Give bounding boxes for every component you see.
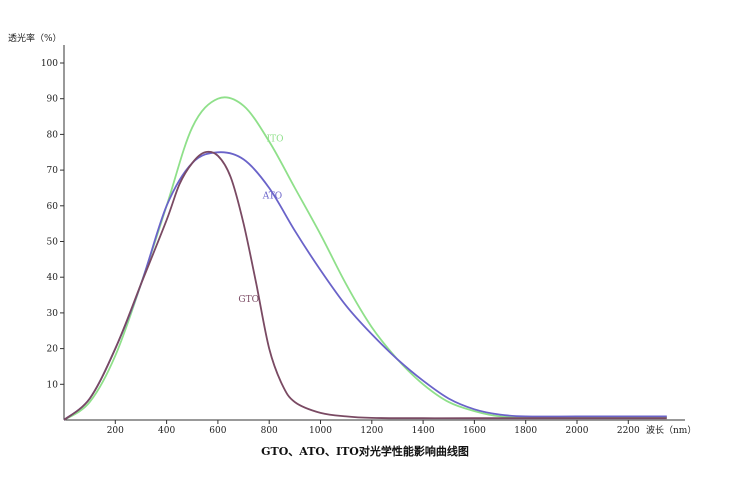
x-tick-label: 1600 <box>463 426 486 436</box>
chart-caption: GTO、ATO、ITO对光学性能影响曲线图 <box>261 444 469 458</box>
y-tick-label: 100 <box>41 59 58 69</box>
x-tick-label: 2000 <box>566 426 589 436</box>
x-tick-label: 600 <box>209 426 226 436</box>
x-tick-label: 1800 <box>514 426 537 436</box>
y-ticks: 10 20 30 40 50 60 70 80 90 100 <box>41 59 64 390</box>
y-axis-title: 透光率（%） <box>8 32 62 44</box>
x-tick-label: 2200 <box>617 426 640 436</box>
y-tick-label: 10 <box>47 380 59 390</box>
x-tick-label: 400 <box>158 426 175 436</box>
x-axis-title: 波长（nm） <box>646 424 696 436</box>
series-label-gto: GTO <box>238 295 259 305</box>
x-ticks: 200 400 600 800 1000 1200 1400 1600 1800 2000 2200 <box>107 420 640 436</box>
y-tick-label: 30 <box>47 309 59 319</box>
y-tick-label: 50 <box>47 238 59 248</box>
x-tick-label: 1200 <box>360 426 383 436</box>
series-label-ito: ITO <box>267 135 284 145</box>
y-tick-label: 20 <box>47 345 59 355</box>
series-label-ato: ATO <box>262 192 282 202</box>
axes <box>63 45 685 421</box>
x-tick-label: 200 <box>107 426 124 436</box>
y-tick-label: 80 <box>47 130 59 140</box>
x-tick-label: 1400 <box>412 426 435 436</box>
series-lines <box>63 96 667 421</box>
y-tick-label: 90 <box>47 95 59 105</box>
x-tick-label: 800 <box>261 426 278 436</box>
series-line-gto <box>63 150 667 421</box>
y-tick-label: 60 <box>47 202 59 212</box>
y-tick-label: 70 <box>47 166 59 176</box>
y-tick-label: 40 <box>47 273 59 283</box>
series-line-ito <box>63 96 667 421</box>
x-tick-label: 1000 <box>309 426 332 436</box>
series-labels: ITO ATO GTO <box>238 135 283 306</box>
series-line-ato <box>63 151 667 421</box>
